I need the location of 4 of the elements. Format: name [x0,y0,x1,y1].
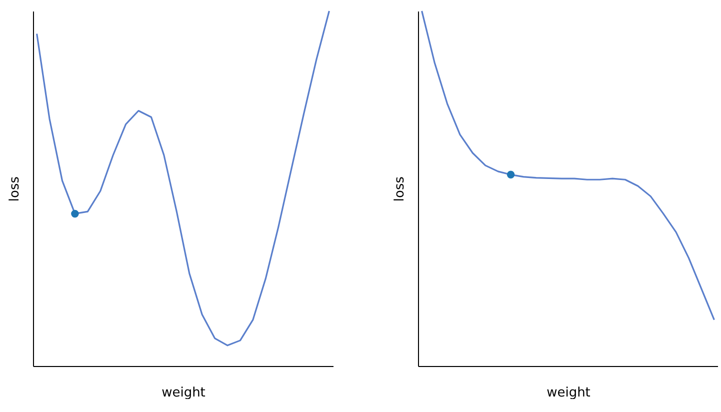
x-axis-title: weight [162,386,206,400]
y-axis-title: loss [392,176,408,202]
x-axis-title: weight [546,386,590,400]
y-axis-title: loss [8,176,22,202]
